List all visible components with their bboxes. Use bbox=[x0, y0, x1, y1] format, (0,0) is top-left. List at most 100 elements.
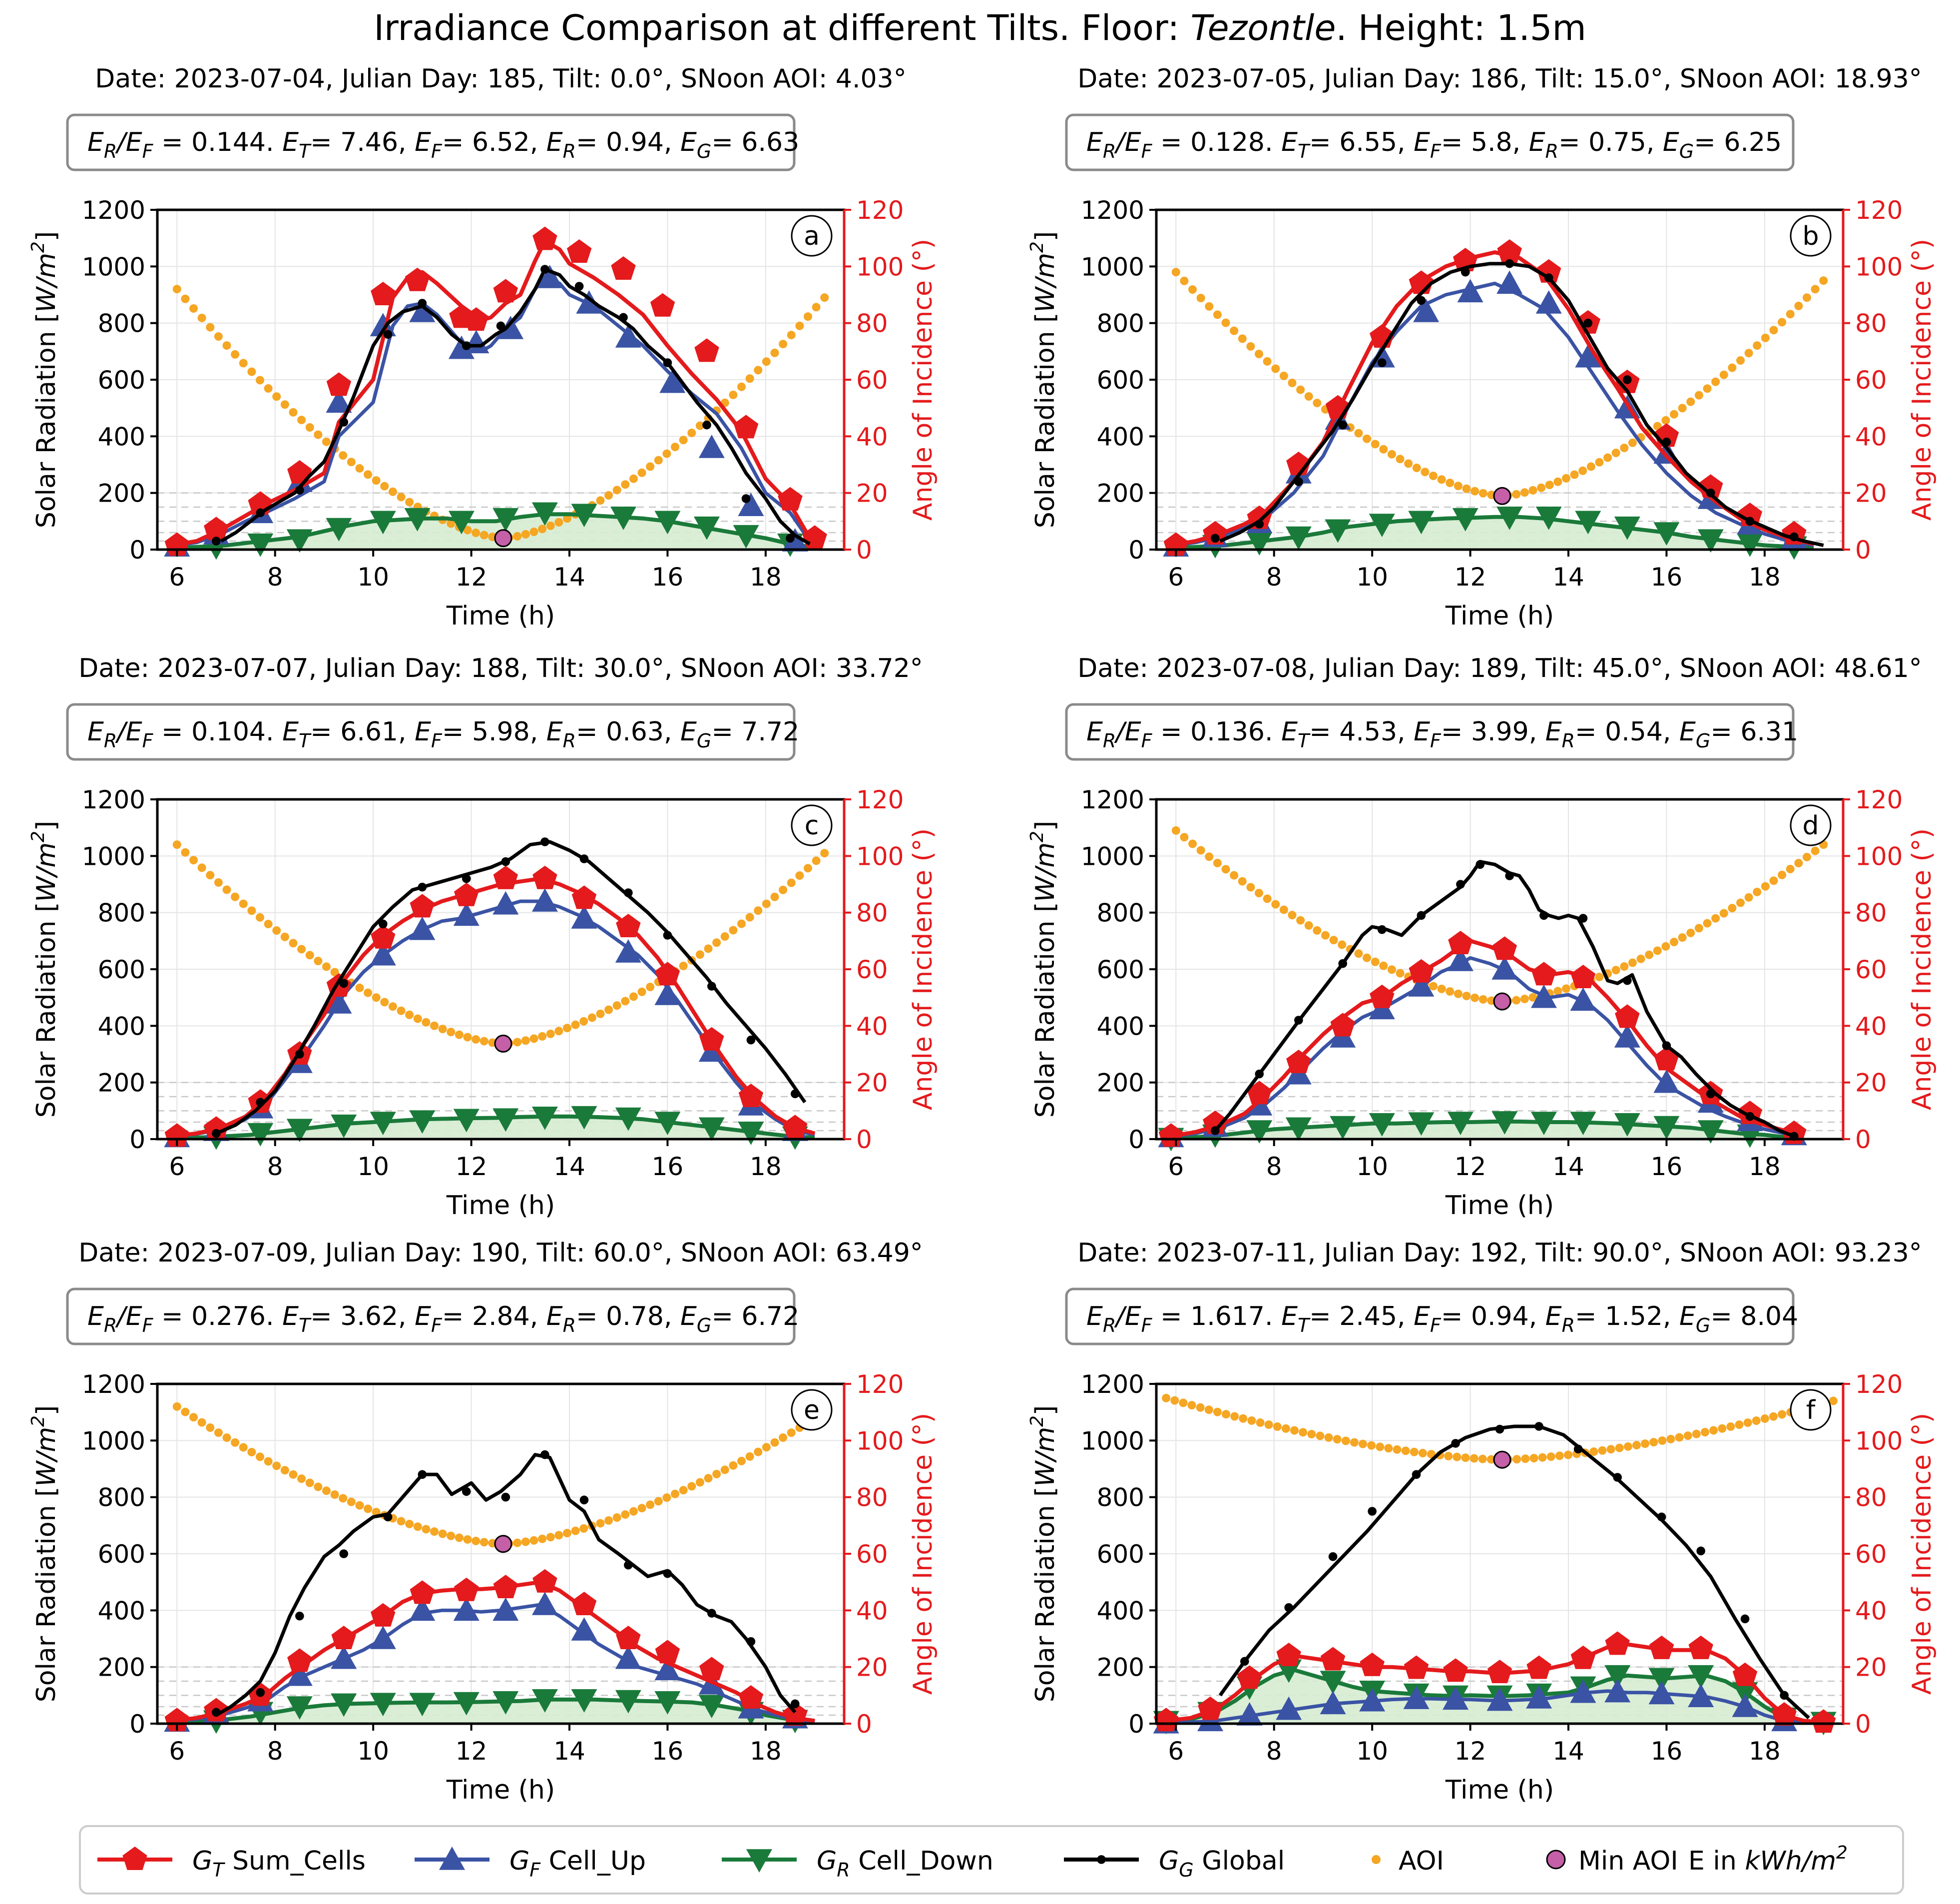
aoi-point bbox=[1213, 1407, 1222, 1416]
x-tick-label: 10 bbox=[357, 563, 389, 592]
aoi-point bbox=[546, 521, 555, 530]
data-point-gt bbox=[164, 1708, 189, 1732]
aoi-point bbox=[1179, 1398, 1188, 1407]
data-point-gg bbox=[707, 1609, 716, 1618]
aoi-point bbox=[1794, 301, 1803, 310]
data-point-gt bbox=[1330, 1013, 1355, 1037]
data-point-gg bbox=[1740, 1614, 1750, 1624]
data-point-gg bbox=[1377, 358, 1387, 367]
data-point-gt bbox=[326, 372, 352, 396]
aoi-point bbox=[1470, 993, 1479, 1002]
aoi-point bbox=[347, 1497, 356, 1506]
aoi-point bbox=[1230, 326, 1239, 335]
y-axis-label: Solar Radiation [W/m2] bbox=[28, 231, 61, 528]
aoi-point bbox=[1653, 422, 1662, 431]
data-point-gf bbox=[654, 982, 681, 1005]
data-point-gr bbox=[1246, 1120, 1273, 1144]
x-axis-label: Time (h) bbox=[446, 601, 555, 631]
data-point-gg bbox=[624, 888, 633, 897]
y2-tick-label: 100 bbox=[1855, 1426, 1903, 1455]
data-point-gt bbox=[1448, 931, 1473, 954]
aoi-point bbox=[1520, 488, 1529, 497]
aoi-point bbox=[1338, 940, 1347, 949]
aoi-point bbox=[1313, 399, 1322, 408]
aoi-point bbox=[1736, 898, 1745, 907]
data-point-gr bbox=[1452, 508, 1478, 532]
aoi-point bbox=[745, 374, 754, 383]
aoi-point bbox=[247, 367, 256, 376]
y-tick-label: 1200 bbox=[1081, 1370, 1144, 1399]
aoi-point bbox=[1238, 334, 1247, 343]
legend-label: AOI bbox=[1399, 1846, 1444, 1876]
aoi-point bbox=[529, 527, 538, 536]
aoi-point bbox=[646, 1500, 655, 1509]
data-point-gr bbox=[1653, 1116, 1680, 1140]
aoi-point bbox=[280, 1466, 289, 1475]
data-point-gt bbox=[699, 1027, 724, 1051]
y2-tick-label: 60 bbox=[1855, 1540, 1887, 1569]
data-point-gg bbox=[579, 1495, 589, 1505]
aoi-point bbox=[1196, 294, 1205, 303]
data-point-gf bbox=[326, 990, 352, 1014]
aoi-point bbox=[239, 359, 248, 368]
data-point-gf bbox=[654, 1657, 681, 1681]
aoi-point bbox=[1222, 1410, 1231, 1419]
data-point-gr bbox=[1697, 1120, 1724, 1144]
aoi-point bbox=[172, 1402, 181, 1411]
aoi-point bbox=[579, 1017, 588, 1026]
x-tick-label: 16 bbox=[1651, 563, 1683, 592]
aoi-point bbox=[1238, 877, 1247, 886]
legend-label: GR Cell_Down bbox=[817, 1846, 993, 1881]
aoi-point bbox=[314, 956, 323, 965]
y-tick-label: 800 bbox=[1097, 899, 1144, 928]
data-point-gt bbox=[1649, 1635, 1674, 1659]
y2-tick-label: 100 bbox=[856, 842, 904, 871]
aoi-point bbox=[289, 939, 298, 948]
y-tick-label: 0 bbox=[129, 536, 145, 565]
y2-tick-label: 100 bbox=[1855, 252, 1903, 281]
y-tick-label: 800 bbox=[1097, 309, 1144, 338]
aoi-point bbox=[654, 1497, 663, 1506]
aoi-point bbox=[562, 1529, 571, 1538]
x-tick-label: 12 bbox=[1455, 1152, 1486, 1181]
legend-label: Min AOI bbox=[1578, 1846, 1678, 1876]
aoi-point bbox=[255, 1452, 264, 1461]
data-point-gg bbox=[212, 1129, 221, 1138]
data-point-gg bbox=[786, 534, 795, 543]
aoi-point bbox=[554, 1531, 563, 1540]
aoi-point bbox=[538, 1032, 547, 1041]
data-point-gt bbox=[738, 1685, 764, 1709]
aoi-point bbox=[1628, 958, 1637, 967]
data-point-gr bbox=[331, 1693, 357, 1717]
data-point-gr bbox=[531, 1689, 558, 1713]
data-point-gt bbox=[611, 256, 636, 280]
aoi-point bbox=[272, 1461, 281, 1470]
data-point-gg bbox=[1417, 296, 1426, 305]
panel-letter: d bbox=[1790, 804, 1832, 846]
data-point-gg bbox=[746, 1637, 756, 1646]
data-point-gf bbox=[1648, 1681, 1675, 1705]
aoi-point bbox=[372, 993, 381, 1002]
x-tick-label: 12 bbox=[456, 1737, 488, 1766]
aoi-point bbox=[604, 1005, 613, 1014]
series-markers-gt bbox=[1158, 931, 1807, 1147]
data-point-gg bbox=[1461, 267, 1470, 277]
aoi-point bbox=[587, 1013, 596, 1022]
aoi-point bbox=[762, 899, 771, 908]
aoi-point bbox=[1586, 462, 1595, 471]
aoi-point bbox=[222, 885, 231, 894]
x-tick-label: 8 bbox=[267, 1152, 283, 1181]
data-point-gf bbox=[1653, 1069, 1680, 1093]
aoi-point bbox=[621, 997, 630, 1006]
y-tick-label: 400 bbox=[98, 422, 145, 451]
y2-tick-label: 60 bbox=[856, 955, 888, 984]
data-point-gg bbox=[1338, 959, 1348, 968]
data-point-gf bbox=[659, 369, 686, 393]
aoi-point bbox=[355, 983, 364, 992]
aoi-point bbox=[629, 474, 638, 483]
y2-tick-label: 80 bbox=[856, 309, 888, 338]
aoi-point bbox=[347, 458, 356, 467]
data-point-gg bbox=[1623, 375, 1632, 384]
data-point-gg bbox=[1706, 1089, 1715, 1099]
